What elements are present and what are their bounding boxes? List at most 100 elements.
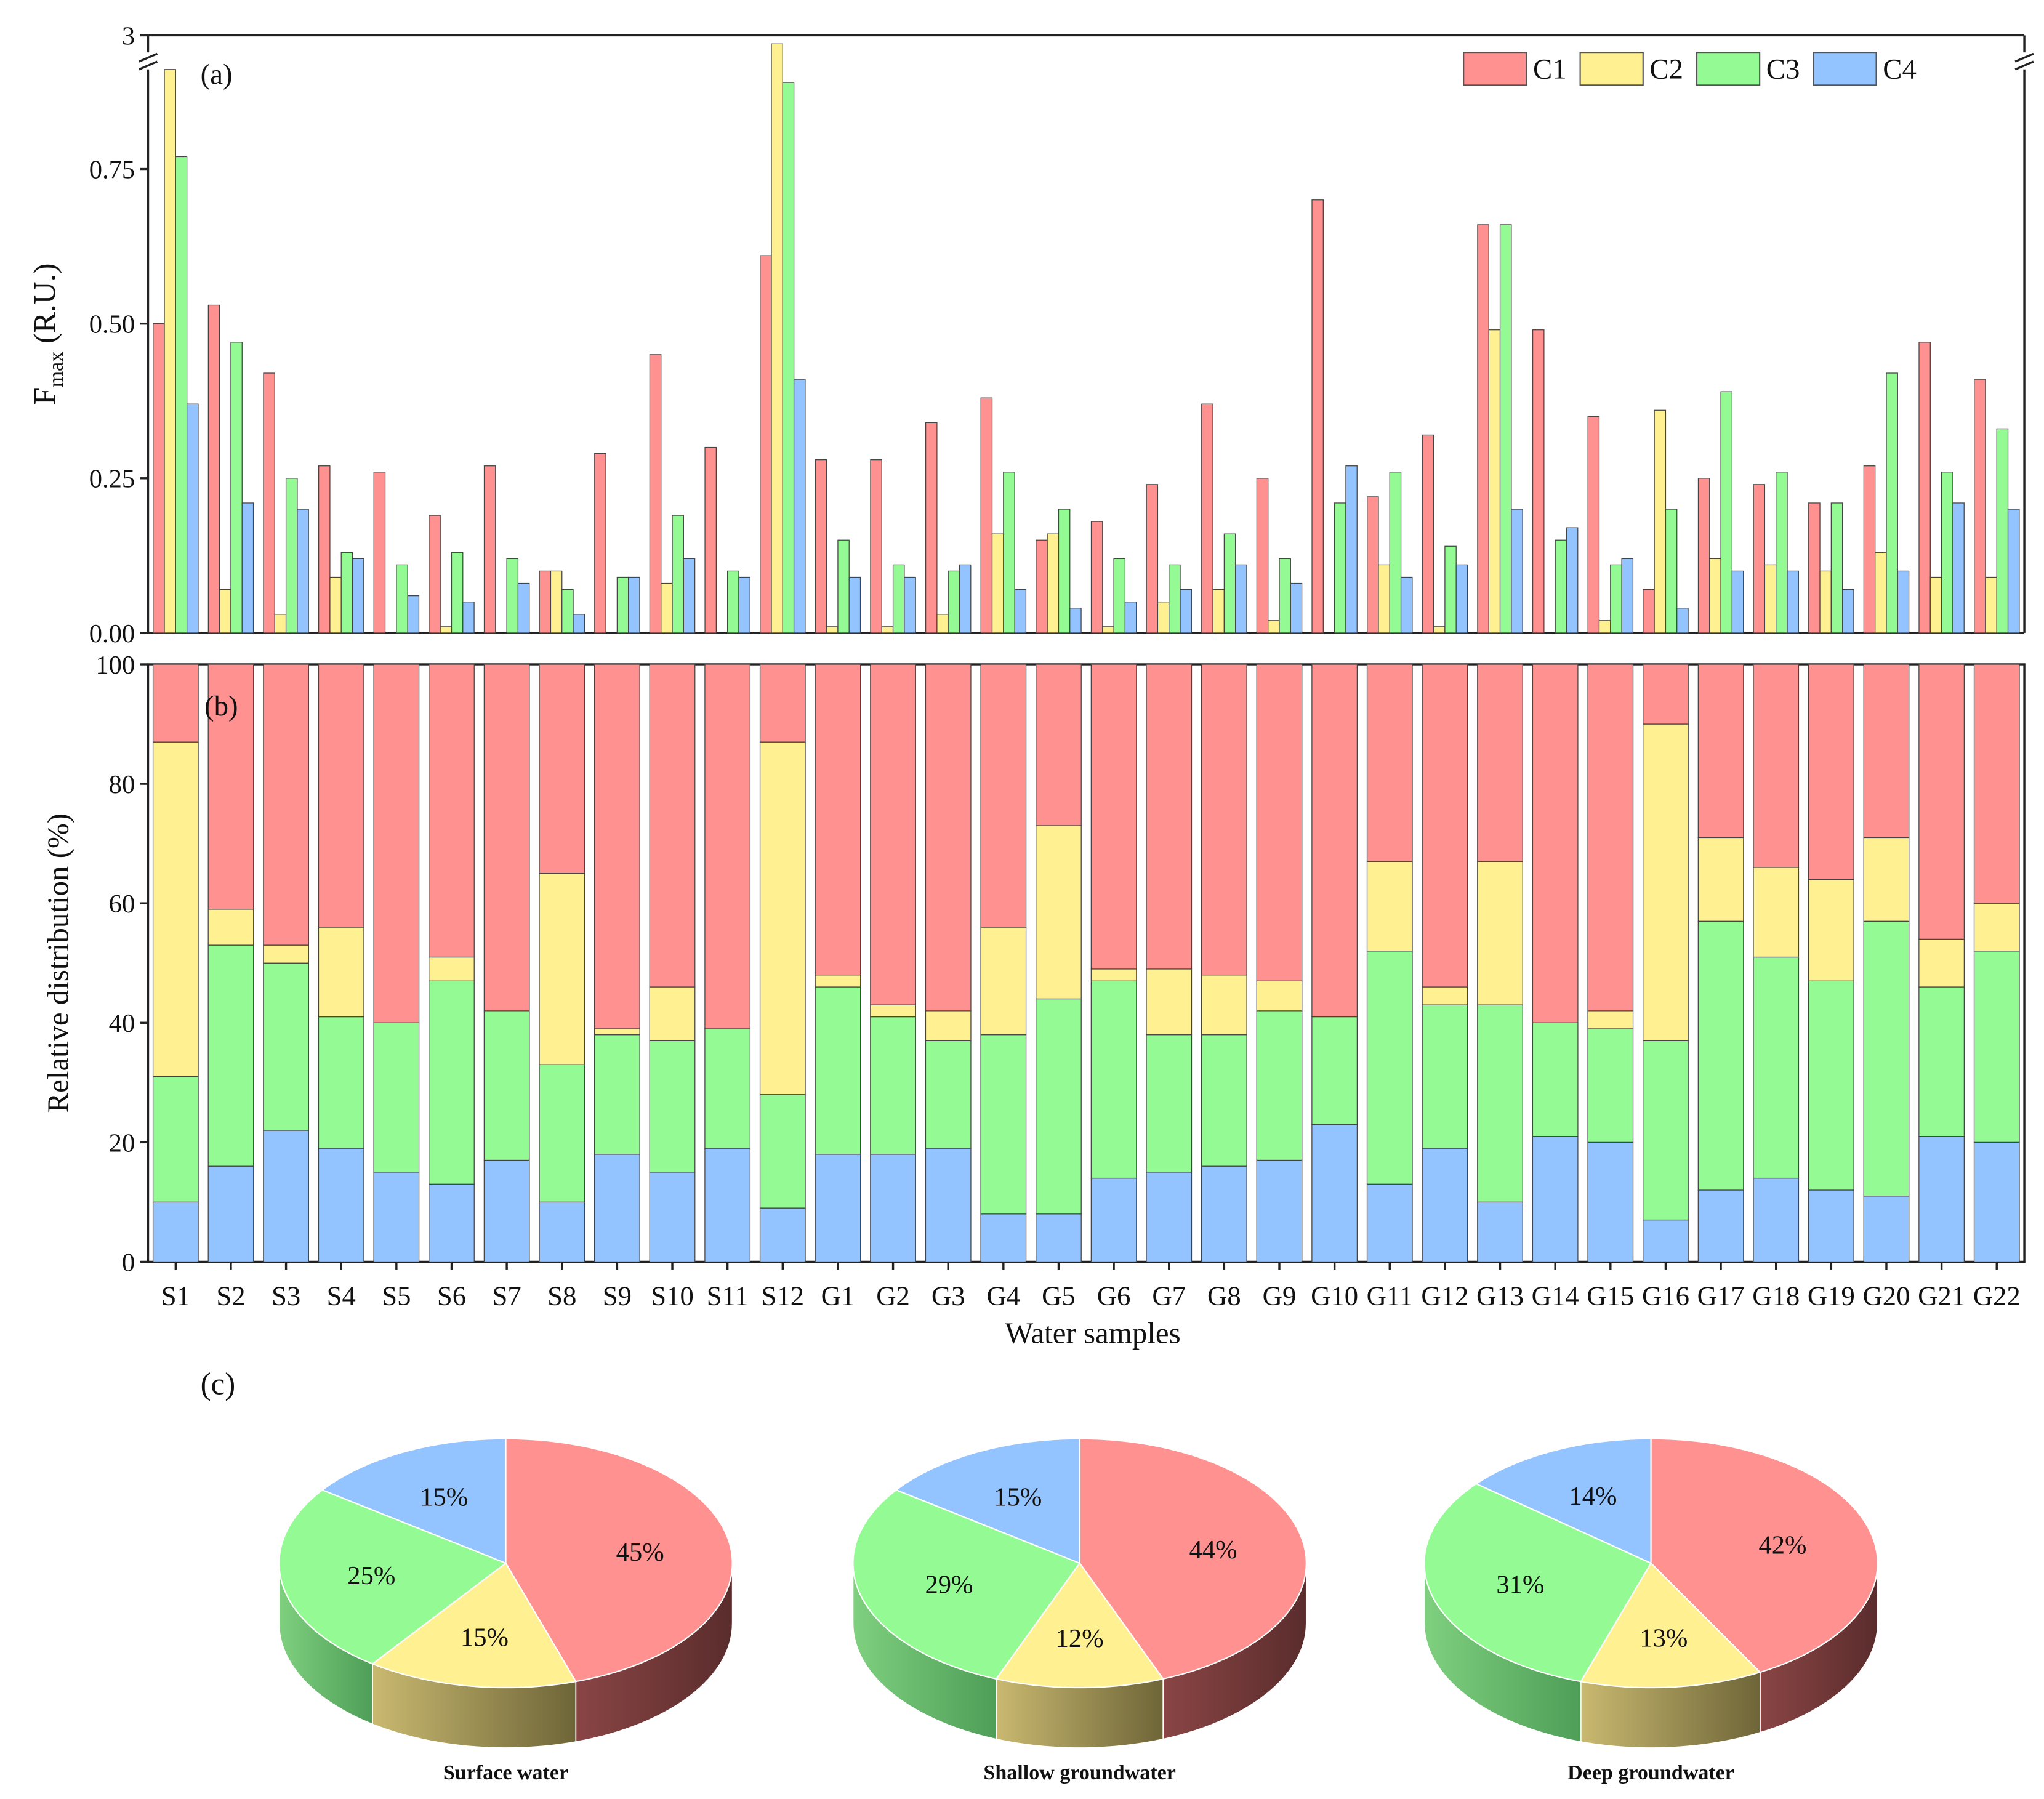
bar-C4-S9 [628,576,640,634]
y-tick-label: 40 [109,1009,135,1038]
pie-slice-C3 [1423,1483,1652,1683]
stack-C2-G20 [1863,837,1910,922]
x-tick-label: G8 [1207,1281,1241,1311]
y-tick-label: 0.25 [89,465,135,494]
pie-0: 45% 15% 25% 15% Surface water [278,1438,733,1784]
stack-C1-G18 [1753,664,1800,868]
stack-C4-G21 [1918,1136,1965,1263]
bar-C3-G2 [892,564,905,634]
x-tick-label: G13 [1476,1281,1524,1311]
x-tick-label: S9 [603,1281,632,1311]
bar-C3-G9 [1279,558,1291,634]
bar-C1-G7 [1146,484,1159,634]
pie-slice-C4 [1475,1438,1652,1564]
stack-C1-G8 [1201,664,1247,976]
bar-C1-G10 [1311,199,1324,634]
legend-label-C2: C2 [1649,54,1683,86]
pie-slice-label: 29% [925,1571,973,1600]
pie-side-C2 [996,1678,1164,1749]
bar-C3-G14 [1555,539,1567,634]
x-axis-label: Water samples [1005,1316,1181,1350]
bar-C3-S3 [285,478,298,634]
bar-C2-S12 [771,43,783,634]
bar-C3-S1 [175,156,188,634]
bar-C3-G3 [948,570,960,634]
bar-C1-G5 [1036,539,1048,634]
bar-C3-G13 [1499,224,1512,634]
bar-C1-S6 [429,515,441,634]
bar-C3-S8 [561,589,574,634]
bar-C3-G7 [1169,564,1181,634]
stack-C1-S10 [649,664,696,988]
pie-slice-C3 [852,1489,1081,1680]
stack-C3-G12 [1422,1004,1468,1149]
stack-C4-S6 [429,1183,475,1263]
pie-slice-label: 44% [1189,1535,1237,1564]
bar-C1-G22 [1974,379,1986,634]
stack-C4-S11 [704,1148,751,1263]
stack-C4-G20 [1863,1196,1910,1263]
stack-C4-G19 [1808,1189,1854,1263]
bar-C3-S4 [340,552,353,634]
stack-C4-G2 [870,1154,916,1263]
y-tick-label: 20 [109,1129,135,1157]
axis-break-mark [138,60,158,71]
y-tick-label: 60 [109,890,135,919]
x-tick-label: G22 [1973,1281,2021,1311]
stack-C1-G4 [980,664,1027,928]
stack-C1-S6 [429,664,475,958]
bar-C3-G10 [1334,502,1346,634]
bar-C1-G11 [1367,496,1379,634]
bar-C4-S8 [573,614,585,634]
panel-c-pie-charts: (c) 45% 15% 25% 15% Surface water 44% 12% 29% 15%… [201,1366,1878,1784]
stack-C1-G12 [1422,664,1468,988]
stack-C3-S10 [649,1040,696,1173]
bar-C2-G7 [1157,602,1170,634]
y-tick-label: 3 [122,22,135,50]
bar-C4-S4 [352,558,364,634]
x-tick-label: G7 [1152,1281,1186,1311]
bar-C1-G6 [1090,521,1103,634]
bar-C2-S10 [661,582,673,634]
bar-C1-G3 [925,422,938,634]
stack-C2-G17 [1697,837,1744,922]
stack-C4-S1 [152,1201,199,1263]
stack-C1-G10 [1311,664,1358,1018]
stack-C2-G19 [1808,879,1854,981]
bar-C4-G20 [1897,570,1910,634]
bar-C4-G8 [1235,564,1247,634]
y-tick-label: 0 [122,1248,135,1277]
bar-C3-G22 [1996,428,2009,634]
bar-C3-G19 [1830,502,1843,634]
pie-slice-C2 [995,1562,1164,1689]
stack-C1-G22 [1973,664,2020,904]
bar-C4-G4 [1014,589,1027,634]
y-tick-label: 0.00 [89,619,135,648]
stack-C3-S5 [373,1022,420,1173]
bar-C2-G17 [1709,558,1721,634]
bar-C1-S3 [263,372,275,634]
bar-C3-G8 [1223,533,1236,634]
pie-slice-label: 25% [347,1561,395,1590]
bar-C3-G11 [1389,472,1402,634]
stack-C3-G19 [1808,980,1854,1191]
stack-C2-S4 [318,927,364,1018]
stack-C1-G7 [1146,664,1193,970]
stack-C1-G5 [1036,664,1082,826]
stack-C3-S4 [318,1016,364,1149]
bar-C2-G20 [1875,552,1887,634]
bar-C3-G21 [1941,472,1953,634]
legend-swatch-C4 [1813,52,1877,86]
bar-C3-G18 [1776,472,1788,634]
bar-C4-G6 [1124,602,1137,634]
x-tick-label: G4 [987,1281,1021,1311]
pie-slice-label: 14% [1569,1482,1617,1511]
stack-C1-S7 [483,664,530,1012]
bar-C3-S2 [230,342,243,634]
bar-C4-S5 [407,595,420,634]
bar-C4-G16 [1676,608,1689,634]
stack-C2-G9 [1256,980,1303,1012]
stack-C4-G9 [1256,1159,1303,1263]
bar-C1-G20 [1863,465,1876,634]
